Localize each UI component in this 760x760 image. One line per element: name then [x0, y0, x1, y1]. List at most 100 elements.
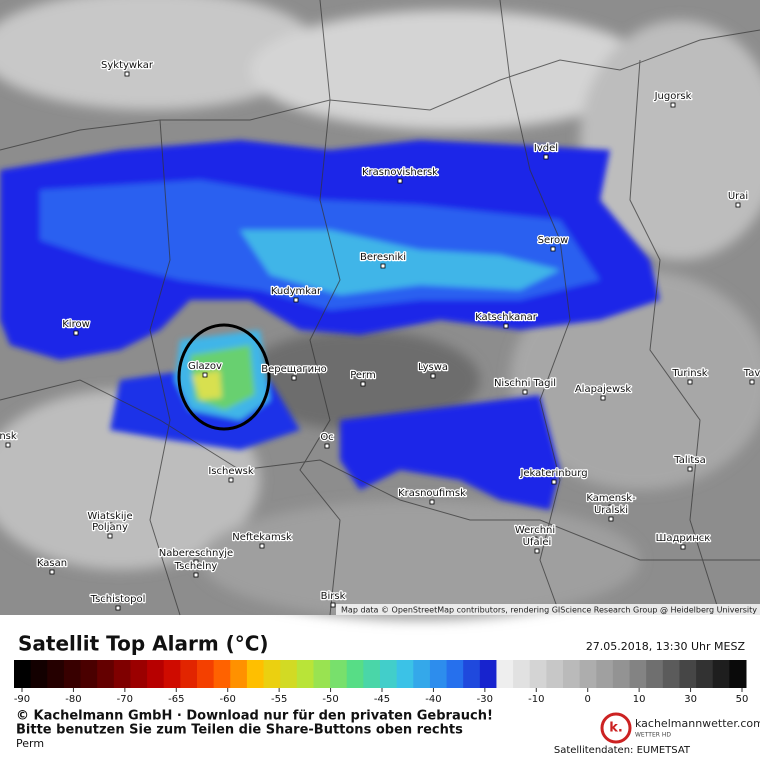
color-bar	[14, 660, 747, 688]
place-labels: Syktywkar Jugorsk Ivdel Krasnovishersk Urai S…	[0, 59, 760, 611]
color-cell	[479, 660, 497, 688]
place-marker	[503, 323, 509, 329]
tick-label: 10	[633, 694, 646, 705]
place-label: Lyswa	[418, 362, 448, 373]
place-label: Katschkanar	[475, 312, 538, 323]
place-marker	[324, 443, 330, 449]
place-marker	[228, 477, 234, 483]
color-cell	[413, 660, 431, 688]
color-cell	[246, 660, 265, 688]
place-marker	[430, 373, 436, 379]
place-marker	[49, 569, 55, 575]
share-note: Bitte benutzen Sie zum Teilen die Share-…	[16, 723, 463, 738]
tick-label: -80	[65, 694, 81, 705]
place-marker	[107, 533, 113, 539]
color-cell	[363, 660, 381, 688]
place-marker	[293, 297, 299, 303]
place-marker	[687, 466, 693, 472]
color-cell	[263, 660, 281, 688]
brand: kachelmannwetter.com	[635, 717, 760, 730]
brand-sub: WETTER HD	[635, 732, 671, 739]
color-cell	[429, 660, 448, 688]
color-cell	[230, 660, 248, 688]
place-label: Jekaterinburg	[519, 468, 587, 479]
place-marker	[534, 548, 540, 554]
place-marker	[330, 602, 336, 608]
place-marker	[73, 330, 79, 336]
color-cell	[396, 660, 414, 688]
color-cell	[147, 660, 165, 688]
tick-label: -70	[117, 694, 133, 705]
place-marker	[543, 154, 549, 160]
color-cell	[629, 660, 647, 688]
place-marker	[202, 372, 208, 378]
place-label: Turinsk	[671, 368, 707, 379]
place-marker	[749, 379, 755, 385]
color-bar-ticks: -90 -80 -70 -65 -60 -55 -50 -45 -40 -30 -10 0 10 30 50	[14, 688, 749, 705]
tick-label: -60	[220, 694, 236, 705]
color-cell	[213, 660, 231, 688]
legend-panel: Satellit Top Alarm (°C) 27.05.2018, 13:3…	[14, 632, 760, 757]
color-cell	[80, 660, 98, 688]
place-marker	[5, 442, 11, 448]
color-cell	[113, 660, 131, 688]
place-label: Neftekamsk	[232, 532, 292, 543]
tick-label: -30	[477, 694, 493, 705]
color-cell	[313, 660, 331, 688]
place-marker	[551, 479, 557, 485]
color-cell	[679, 660, 697, 688]
color-cell	[97, 660, 115, 688]
color-cell	[579, 660, 597, 688]
place-label: Serow	[538, 235, 569, 246]
place-label: Tschelny	[174, 561, 218, 572]
tick-label: 50	[736, 694, 749, 705]
place-label: Jugorsk	[654, 91, 692, 102]
color-cell	[563, 660, 581, 688]
place-label: Ischewsk	[208, 466, 254, 477]
color-cell	[646, 660, 664, 688]
place-marker	[687, 379, 693, 385]
copyright: © Kachelmann GmbH · Download nur für den…	[16, 709, 493, 724]
place-marker	[115, 605, 121, 611]
color-cell	[596, 660, 614, 688]
tick-label: -40	[425, 694, 441, 705]
legend-title: Satellit Top Alarm (°C)	[18, 632, 269, 656]
place-label: Urai	[728, 191, 748, 202]
place-marker	[380, 263, 386, 269]
svg-text:k.: k.	[609, 721, 623, 736]
place-label: Ivdel	[534, 143, 558, 154]
tick-label: -45	[374, 694, 390, 705]
place-label: Шадринск	[656, 533, 711, 544]
place-marker	[259, 543, 265, 549]
tick-label: -50	[322, 694, 338, 705]
place-marker	[670, 102, 676, 108]
color-cell	[696, 660, 714, 688]
place-label: nsk	[0, 431, 17, 442]
color-cell	[296, 660, 314, 688]
tick-label: 30	[684, 694, 697, 705]
place-marker	[680, 544, 686, 550]
color-cell	[380, 660, 398, 688]
color-cell	[163, 660, 181, 688]
place-label: Kudymkar	[271, 286, 322, 297]
place-label: Wiatskije	[87, 511, 132, 522]
place-marker	[124, 71, 130, 77]
place-label: Werchni	[515, 525, 555, 536]
logo-icon	[600, 712, 632, 744]
color-cell	[14, 660, 32, 688]
place-marker	[107, 522, 113, 528]
place-label: Kirow	[62, 319, 90, 330]
place-marker	[532, 536, 538, 542]
place-marker	[608, 516, 614, 522]
place-marker	[608, 504, 614, 510]
color-cell	[463, 660, 481, 688]
place-label: Uralski	[594, 505, 628, 516]
place-label: Beresniki	[360, 252, 406, 263]
place-label: Krasnovishersk	[362, 167, 438, 178]
map: Map data © OpenStreetMap contributors, r…	[0, 0, 760, 620]
color-cell	[712, 660, 730, 688]
tick-label: -90	[14, 694, 30, 705]
place-label: Nischni Tagil	[494, 378, 556, 389]
